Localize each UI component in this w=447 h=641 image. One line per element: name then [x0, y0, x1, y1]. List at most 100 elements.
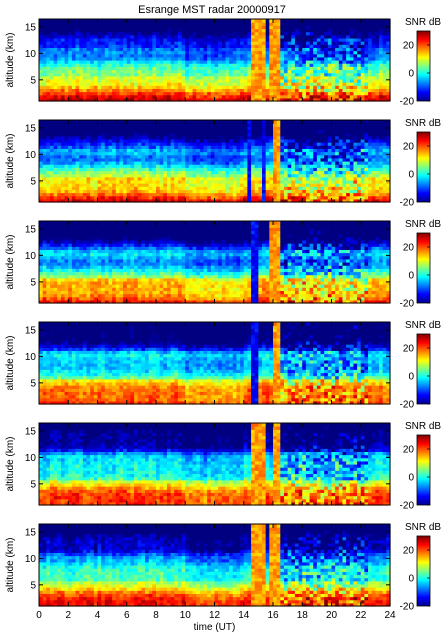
- heatmap-cell: [130, 142, 135, 146]
- heatmap-cell: [298, 44, 303, 48]
- heatmap-cell: [357, 138, 362, 143]
- heatmap-cell: [75, 28, 80, 33]
- heatmap-cell: [126, 94, 132, 99]
- heatmap-cell: [119, 41, 124, 45]
- heatmap-cell: [251, 154, 256, 159]
- heatmap-cell: [346, 138, 351, 143]
- heatmap-cell: [342, 129, 347, 134]
- heatmap-cell: [316, 60, 322, 64]
- heatmap-cell: [382, 85, 387, 89]
- heatmap-cell: [174, 161, 179, 165]
- heatmap-cell: [68, 53, 73, 58]
- heatmap-cell: [79, 151, 84, 156]
- heatmap-cell: [360, 56, 366, 61]
- heatmap-cell: [104, 63, 110, 67]
- heatmap-cell: [221, 50, 227, 55]
- heatmap-cell: [331, 189, 336, 194]
- heatmap-cell: [236, 19, 241, 23]
- heatmap-cell: [218, 129, 223, 134]
- heatmap-cell: [60, 37, 66, 42]
- heatmap-cell: [320, 135, 325, 140]
- heatmap-cell: [368, 78, 373, 83]
- heatmap-cell: [82, 19, 88, 23]
- heatmap-cell: [353, 22, 358, 26]
- heatmap-cell: [210, 157, 216, 162]
- heatmap-cell: [221, 53, 227, 58]
- heatmap-cell: [130, 37, 135, 42]
- heatmap-cell: [112, 151, 117, 156]
- heatmap-cell: [346, 63, 351, 67]
- heatmap-cell: [298, 50, 303, 55]
- heatmap-cell: [148, 192, 153, 197]
- heatmap-cell: [232, 31, 238, 36]
- heatmap-cell: [283, 75, 289, 80]
- heatmap-cell: [46, 63, 51, 67]
- heatmap-cell: [141, 151, 146, 156]
- heatmap-cell: [353, 63, 358, 67]
- heatmap-cell: [247, 82, 252, 86]
- heatmap-cell: [236, 50, 241, 55]
- heatmap-cell: [90, 66, 95, 71]
- heatmap-cell: [104, 19, 110, 23]
- heatmap-cell: [283, 126, 289, 131]
- heatmap-cell: [225, 192, 230, 197]
- heatmap-cell: [104, 56, 110, 61]
- heatmap-cell: [236, 37, 241, 42]
- heatmap-cell: [159, 195, 164, 200]
- heatmap-cell: [71, 135, 77, 140]
- heatmap-cell: [269, 183, 274, 187]
- heatmap-cell: [112, 179, 117, 184]
- heatmap-cell: [177, 72, 183, 77]
- heatmap-cell: [166, 161, 172, 165]
- heatmap-cell: [287, 34, 292, 39]
- heatmap-cell: [126, 138, 132, 143]
- heatmap-cell: [302, 189, 307, 194]
- heatmap-cell: [185, 129, 190, 134]
- heatmap-cell: [251, 69, 256, 74]
- heatmap-cell: [382, 82, 387, 86]
- heatmap-cell: [93, 148, 99, 153]
- heatmap-cell: [324, 47, 329, 52]
- heatmap-cell: [302, 94, 307, 99]
- heatmap-cell: [199, 50, 205, 55]
- heatmap-cell: [115, 60, 121, 64]
- heatmap-cell: [64, 53, 69, 58]
- heatmap-cell: [90, 170, 95, 175]
- heatmap-cell: [287, 94, 292, 99]
- heatmap-cell: [265, 75, 270, 80]
- heatmap-cell: [207, 145, 212, 149]
- heatmap-cell: [46, 47, 51, 52]
- heatmap-cell: [46, 151, 51, 156]
- heatmap-cell: [251, 60, 256, 64]
- heatmap-cell: [192, 176, 197, 181]
- heatmap-cell: [130, 179, 135, 184]
- heatmap-cell: [335, 173, 340, 178]
- heatmap-cell: [254, 195, 259, 200]
- heatmap-cell: [148, 198, 153, 203]
- heatmap-cell: [240, 31, 245, 36]
- heatmap-cell: [324, 132, 329, 137]
- heatmap-cell: [218, 192, 223, 197]
- heatmap-cell: [119, 170, 124, 175]
- heatmap-cell: [353, 183, 358, 187]
- heatmap-cell: [331, 78, 336, 83]
- heatmap-cell: [302, 69, 307, 74]
- heatmap-cell: [141, 25, 146, 30]
- heatmap-cell: [386, 56, 391, 61]
- heatmap-cell: [254, 50, 259, 55]
- heatmap-cell: [283, 179, 289, 184]
- heatmap-cell: [152, 173, 157, 178]
- heatmap-cell: [243, 37, 249, 42]
- heatmap-cell: [265, 189, 270, 194]
- heatmap-cell: [112, 97, 117, 102]
- heatmap-cell: [181, 56, 186, 61]
- heatmap-cell: [79, 50, 84, 55]
- heatmap-cell: [349, 66, 355, 71]
- heatmap-cell: [42, 66, 47, 71]
- heatmap-cell: [247, 75, 252, 80]
- heatmap-cell: [338, 120, 344, 124]
- heatmap-cell: [137, 126, 142, 131]
- heatmap-cell: [243, 60, 249, 64]
- heatmap-cell: [49, 53, 55, 58]
- heatmap-cell: [148, 53, 153, 58]
